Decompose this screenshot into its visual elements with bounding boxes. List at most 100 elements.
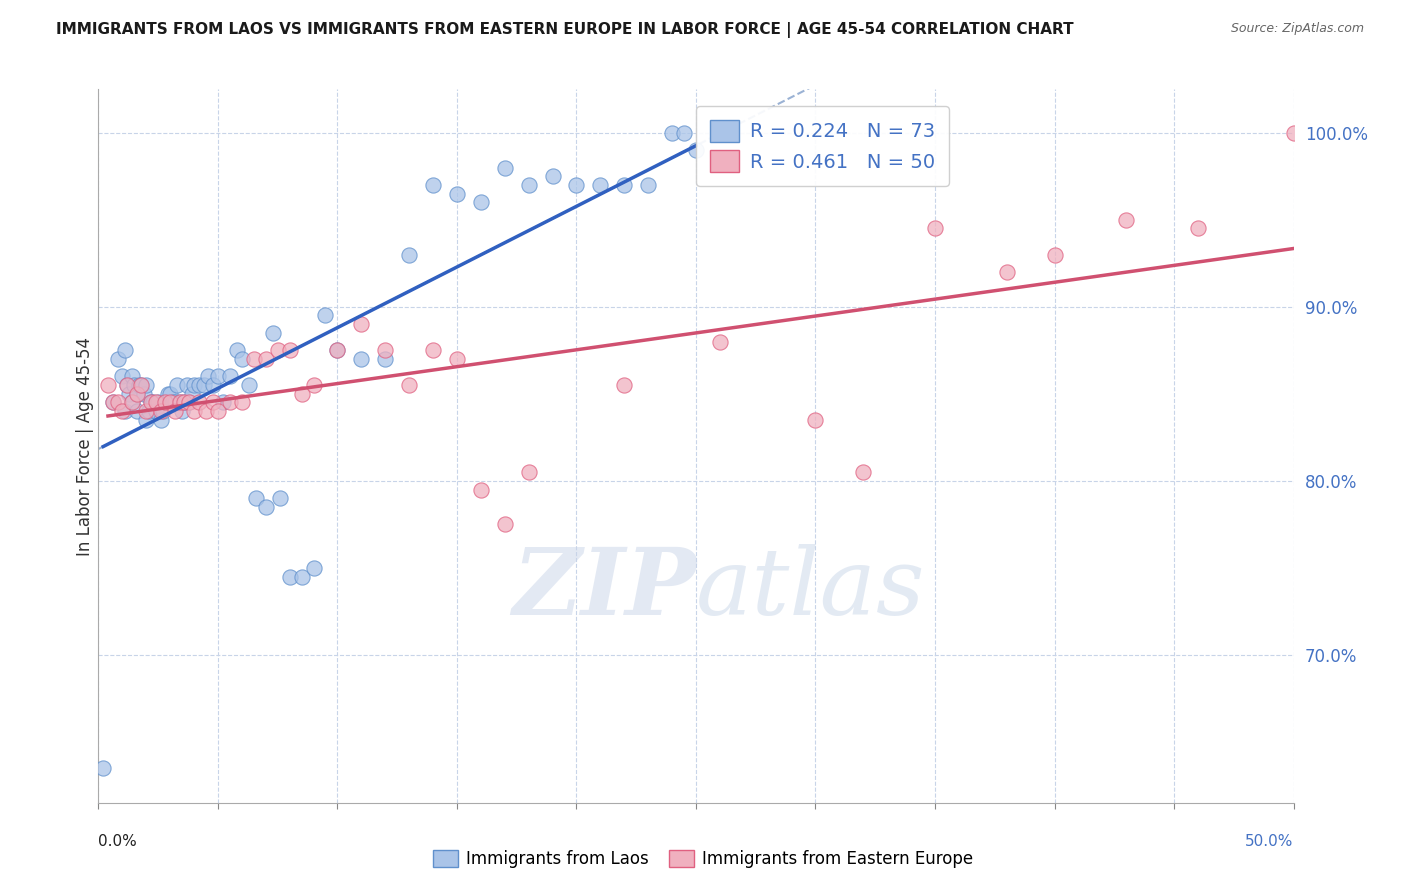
Point (589, 178, 612, 192)
Point (673, 126, 696, 140)
Point (291, 569, 314, 583)
Point (517, 465, 540, 479)
Text: ZIP: ZIP (512, 544, 696, 633)
Point (107, 395, 129, 409)
Point (1282, 126, 1305, 140)
Text: IMMIGRANTS FROM LAOS VS IMMIGRANTS FROM EASTERN EUROPE IN LABOR FORCE | AGE 45-5: IMMIGRANTS FROM LAOS VS IMMIGRANTS FROM … (56, 22, 1074, 38)
Point (238, 378, 260, 392)
Point (202, 395, 225, 409)
Point (202, 378, 225, 392)
Point (101, 395, 124, 409)
Point (226, 343, 249, 358)
Point (135, 413, 157, 427)
Point (156, 386, 179, 401)
Point (101, 395, 124, 409)
Point (159, 386, 181, 401)
Point (924, 221, 946, 235)
Point (231, 351, 253, 366)
Point (326, 343, 349, 358)
Point (1043, 247, 1066, 261)
Point (187, 395, 209, 409)
Point (541, 169, 564, 184)
Point (262, 326, 284, 340)
Point (494, 161, 516, 175)
Point (149, 404, 172, 418)
Point (114, 404, 136, 418)
Point (422, 178, 444, 192)
Legend: R = 0.224   N = 73, R = 0.461   N = 50: R = 0.224 N = 73, R = 0.461 N = 50 (696, 106, 949, 186)
Point (162, 395, 184, 409)
Point (446, 351, 468, 366)
Point (326, 343, 349, 358)
Point (211, 395, 233, 409)
Point (183, 378, 205, 392)
Point (219, 369, 242, 384)
Point (114, 343, 136, 358)
Point (315, 309, 337, 323)
Point (565, 178, 588, 192)
Point (121, 395, 143, 409)
Point (139, 395, 162, 409)
Point (125, 404, 148, 418)
Point (111, 369, 134, 384)
Point (350, 351, 373, 366)
Point (173, 395, 195, 409)
Text: 0.0%: 0.0% (98, 834, 138, 849)
Point (183, 404, 205, 418)
Point (131, 378, 153, 392)
Point (302, 378, 325, 392)
Point (169, 395, 191, 409)
Point (267, 343, 290, 358)
Point (254, 351, 277, 366)
Point (245, 491, 267, 506)
Point (398, 378, 420, 392)
Point (254, 500, 277, 514)
Point (135, 378, 157, 392)
Text: atlas: atlas (696, 544, 925, 633)
Point (207, 404, 229, 418)
Point (163, 395, 186, 409)
Point (852, 465, 875, 479)
Point (138, 404, 160, 418)
Point (470, 195, 492, 210)
Point (155, 395, 177, 409)
Point (107, 351, 129, 366)
Point (804, 413, 827, 427)
Point (179, 395, 201, 409)
Point (97, 378, 120, 392)
Point (149, 413, 172, 427)
Text: Source: ZipAtlas.com: Source: ZipAtlas.com (1230, 22, 1364, 36)
Point (197, 369, 219, 384)
Point (128, 378, 150, 392)
Point (374, 351, 396, 366)
Point (219, 395, 242, 409)
Point (132, 386, 155, 401)
Point (1115, 212, 1137, 227)
Point (172, 404, 194, 418)
Point (139, 395, 162, 409)
Point (193, 378, 215, 392)
Point (494, 517, 516, 532)
Point (135, 404, 157, 418)
Point (155, 395, 177, 409)
Point (118, 386, 141, 401)
Point (661, 126, 683, 140)
Point (613, 178, 636, 192)
Point (243, 351, 266, 366)
Point (269, 491, 291, 506)
Point (278, 343, 301, 358)
Point (207, 369, 229, 384)
Point (159, 395, 181, 409)
Point (121, 369, 143, 384)
Text: 50.0%: 50.0% (1246, 834, 1294, 849)
Point (145, 404, 167, 418)
Point (124, 378, 146, 392)
Point (173, 395, 195, 409)
Point (152, 404, 174, 418)
Point (187, 378, 209, 392)
Y-axis label: In Labor Force | Age 45-54: In Labor Force | Age 45-54 (76, 336, 94, 556)
Point (125, 386, 148, 401)
Point (115, 378, 138, 392)
Point (115, 378, 138, 392)
Point (613, 378, 636, 392)
